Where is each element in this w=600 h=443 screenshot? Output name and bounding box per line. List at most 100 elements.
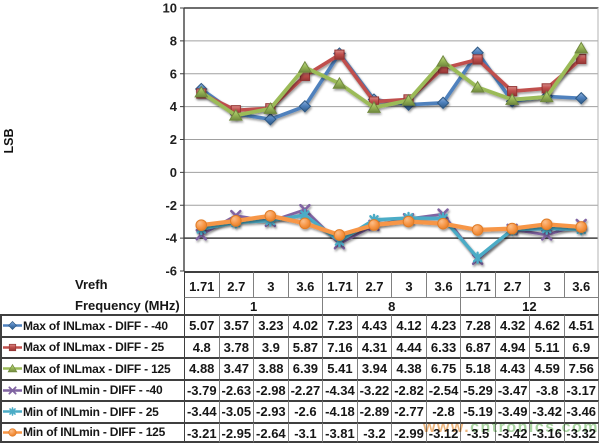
- series-line: [199, 50, 584, 122]
- data-point-marker-x: [195, 228, 208, 241]
- value-cell: -5.29: [460, 378, 495, 400]
- value-cell: 4.23: [425, 314, 461, 336]
- series-4: [196, 208, 587, 264]
- data-point-marker-circle: [368, 219, 380, 231]
- data-point-marker-square: [541, 83, 552, 94]
- value-cell: -3.21: [184, 421, 219, 443]
- data-point-marker-diamond: [402, 98, 415, 111]
- legend-series-name: Max of INLmax - DIFF - -40: [23, 318, 168, 333]
- value-cell: 5.11: [529, 335, 564, 357]
- vrefh-value-cell: 2.7: [494, 271, 530, 297]
- series-3: [195, 203, 588, 266]
- data-point-marker-triangle: [7, 364, 18, 373]
- value-cell: -4.34: [322, 378, 357, 400]
- series-line: [199, 213, 583, 260]
- data-point-marker-square: [299, 70, 310, 81]
- data-point-marker-triangle: [436, 54, 451, 67]
- vrefh-value-cell: 1.71: [322, 271, 357, 297]
- data-point-marker-x: [8, 386, 17, 395]
- legend-label-cell: Min of INLmin - DIFF - 125: [0, 421, 184, 443]
- data-point-marker-circle: [333, 229, 346, 241]
- legend-series-name: Min of INLmin - DIFF - 125: [23, 425, 166, 440]
- data-point-marker-x: [540, 229, 553, 241]
- value-cell: -3.42: [494, 421, 530, 443]
- data-point-marker-asterisk: [9, 407, 16, 417]
- data-point-marker-triangle: [539, 90, 554, 103]
- data-point-marker-diamond: [367, 93, 381, 106]
- value-cell: 4.31: [356, 335, 392, 357]
- legend-label-cell: Min of INLmin - DIFF - -40: [0, 378, 184, 400]
- value-cell: -3.42: [529, 400, 564, 422]
- value-cell: -2.77: [391, 400, 426, 422]
- value-cell: -3.47: [494, 378, 530, 400]
- data-point-marker-triangle: [263, 102, 278, 114]
- vrefh-value-cell: 2.7: [356, 271, 392, 297]
- value-cell: -2.93: [253, 400, 288, 422]
- series-2: [194, 41, 589, 121]
- value-cell: -3.32: [563, 421, 599, 443]
- value-cell: 7.28: [460, 314, 495, 336]
- y-tick-label: 2: [170, 132, 177, 147]
- frequency-group-cell: 8: [322, 297, 461, 314]
- value-cell: 6.33: [425, 335, 461, 357]
- value-cell: -2.6: [287, 400, 323, 422]
- y-tick-label: 8: [170, 33, 177, 48]
- vrefh-value-cell: 1.71: [460, 271, 495, 297]
- value-cell: 4.62: [529, 314, 564, 336]
- value-cell: -3.5: [460, 421, 495, 443]
- data-point-marker-square: [507, 86, 518, 97]
- legend-marker-x-icon: [3, 386, 22, 395]
- legend-series-name: Min of INLmin - DIFF - 25: [23, 404, 159, 419]
- data-point-marker-x: [299, 203, 311, 216]
- gridlines: [180, 7, 599, 272]
- data-point-marker-circle: [471, 224, 484, 236]
- value-cell: 4.43: [356, 314, 392, 336]
- value-cell: -3.49: [494, 400, 530, 422]
- legend-label-cell: Max of INLmax - DIFF - 25: [0, 335, 184, 357]
- data-point-marker-circle: [402, 215, 415, 228]
- vrefh-value-cell: 3: [529, 271, 564, 297]
- vrefh-axis-label: Vrefh: [75, 277, 108, 292]
- value-cell: 5.07: [184, 314, 219, 336]
- series-0: [194, 46, 588, 126]
- y-tick-label: -4: [165, 231, 177, 246]
- data-point-marker-diamond: [229, 107, 243, 121]
- value-cell: 7.23: [322, 314, 357, 336]
- legend-label-cell: Max of INLmax - DIFF - 125: [0, 357, 184, 379]
- data-point-marker-triangle: [332, 76, 347, 89]
- data-point-marker-asterisk: [507, 223, 517, 236]
- data-point-marker-triangle: [401, 93, 416, 106]
- data-point-marker-diamond: [8, 321, 17, 331]
- series-line: [199, 213, 584, 238]
- data-point-marker-x: [437, 208, 449, 220]
- data-point-marker-x: [575, 218, 588, 231]
- value-cell: 6.75: [425, 357, 461, 379]
- value-cell: -2.98: [253, 378, 288, 400]
- data-point-marker-triangle: [574, 41, 589, 54]
- legend-marker-circle-icon: [3, 428, 22, 437]
- value-cell: 6.9: [563, 335, 599, 357]
- value-cell: 3.47: [218, 357, 254, 379]
- data-point-marker-asterisk: [472, 251, 483, 264]
- value-cell: -3.81: [322, 421, 357, 443]
- vrefh-value-cell: 3.6: [425, 271, 461, 297]
- value-cell: -3.44: [184, 400, 219, 422]
- value-cell: 6.39: [287, 357, 323, 379]
- value-cell: 3.88: [253, 357, 288, 379]
- data-point-marker-x: [368, 219, 380, 232]
- data-point-marker-circle: [575, 221, 588, 233]
- legend-marker-asterisk-icon: [3, 407, 22, 417]
- data-point-marker-x: [264, 215, 277, 228]
- data-point-marker-triangle: [505, 92, 520, 105]
- value-cell: -2.27: [287, 378, 323, 400]
- legend-marker-diamond-icon: [3, 321, 22, 331]
- series-1: [196, 49, 587, 116]
- data-point-marker-x: [402, 212, 415, 225]
- data-point-marker-square: [334, 49, 345, 60]
- data-point-marker-diamond: [194, 82, 208, 96]
- value-cell: 3.23: [253, 314, 288, 336]
- data-point-marker-square: [196, 88, 207, 99]
- data-point-marker-diamond: [298, 99, 312, 113]
- y-tick-label: 0: [170, 165, 177, 180]
